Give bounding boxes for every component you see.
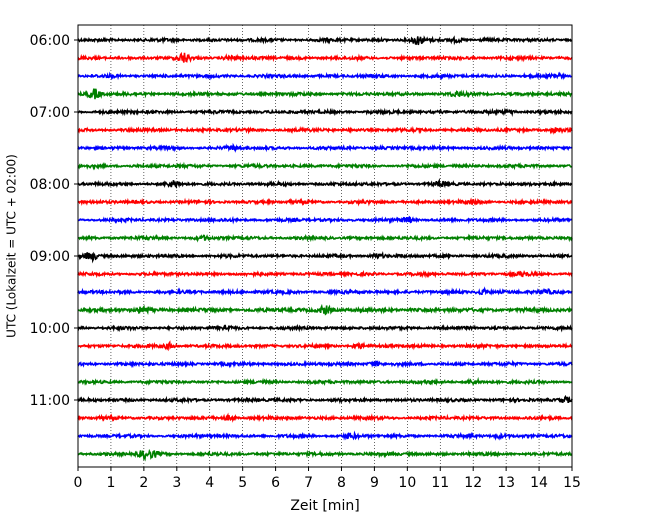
trace-0930: [77, 286, 573, 297]
x-tick-label: 0: [74, 475, 83, 491]
x-tick-label: 10: [398, 475, 416, 491]
x-tick-label: 11: [431, 475, 449, 491]
trace-0600: [77, 35, 573, 46]
trace-0615: [77, 51, 573, 64]
x-axis-label: Zeit [min]: [290, 498, 359, 514]
trace-1115: [77, 412, 573, 423]
y-tick-label: 09:00: [30, 249, 70, 265]
y-tick-label: 06:00: [30, 33, 70, 49]
trace-0645: [77, 88, 573, 100]
trace-1000: [77, 323, 573, 333]
trace-0700: [77, 107, 573, 117]
x-tick-label: 1: [106, 475, 115, 491]
trace-0945: [77, 303, 573, 316]
y-tick-label: 07:00: [30, 105, 70, 121]
y-tick-label: 08:00: [30, 177, 70, 193]
trace-1045: [77, 376, 573, 387]
x-tick-label: 4: [205, 475, 214, 491]
trace-0830: [77, 215, 573, 225]
trace-0730: [77, 142, 573, 153]
x-tick-label: 7: [304, 475, 313, 491]
x-tick-label: 12: [464, 475, 482, 491]
x-tick-label: 15: [563, 475, 581, 491]
y-axis-ticks: 06:00 07:00 08:00 09:00 10:00 11:00: [30, 33, 78, 409]
trace-1100: [77, 394, 573, 405]
trace-0815: [77, 197, 573, 207]
x-tick-label: 14: [530, 475, 548, 491]
trace-0630: [77, 71, 573, 81]
x-tick-label: 3: [172, 475, 181, 491]
x-tick-label: 6: [271, 475, 280, 491]
trace-1145: [77, 448, 573, 462]
trace-1130: [77, 430, 573, 441]
x-tick-label: 8: [337, 475, 346, 491]
trace-0715: [77, 125, 573, 135]
x-tick-label: 13: [497, 475, 515, 491]
trace-0745: [77, 161, 573, 171]
y-tick-label: 10:00: [30, 321, 70, 337]
trace-1030: [77, 359, 573, 369]
trace-layer: [77, 35, 573, 462]
y-tick-label: 11:00: [30, 393, 70, 409]
x-tick-label: 9: [370, 475, 379, 491]
y-axis-label: UTC (Lokalzeit = UTC + 02:00): [5, 154, 19, 338]
x-tick-label: 5: [238, 475, 247, 491]
trace-1015: [77, 340, 573, 352]
trace-0915: [77, 269, 573, 279]
plot-frame: [77, 24, 573, 468]
trace-0845: [77, 233, 573, 243]
x-tick-label: 2: [139, 475, 148, 491]
trace-0800: [77, 177, 573, 190]
x-axis-ticks: 0 1 2 3 4 5 6 7 8 9 10 11 12 13 14 15: [74, 467, 581, 491]
trace-0900: [77, 250, 573, 264]
